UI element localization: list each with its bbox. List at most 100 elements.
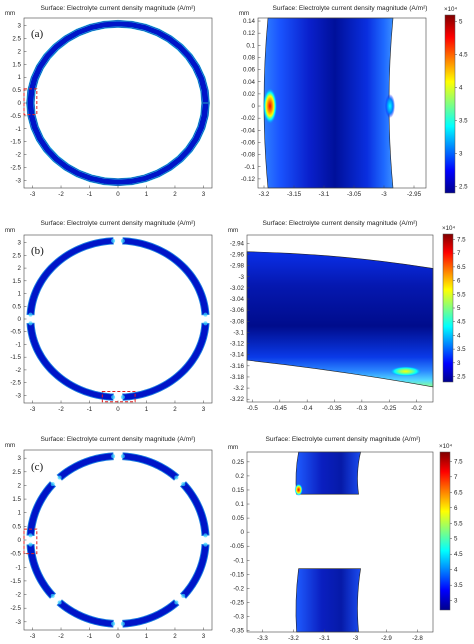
- y-tick-label: -3: [238, 274, 244, 281]
- x-tick-label: -3: [30, 633, 36, 640]
- y-tick-label: -0.5: [10, 329, 21, 336]
- plot-title: Surface: Electrolyte current density mag…: [272, 5, 427, 12]
- segment-end-glint: [203, 542, 208, 547]
- y-tick-label: 0.15: [232, 487, 245, 494]
- y-tick-label: -3.06: [230, 307, 245, 314]
- y-tick-label: 0: [252, 103, 256, 110]
- y-tick-label: 0.25: [232, 459, 245, 466]
- x-tick-label: 0: [116, 191, 120, 198]
- colorbar-tick-label: 4.5: [454, 551, 463, 558]
- y-tick-label: -2.98: [230, 263, 245, 270]
- x-tick-label: -2.8: [412, 635, 423, 642]
- ring-segment: [122, 237, 210, 316]
- colorbar-tick-label: 3: [454, 598, 458, 605]
- axis-ticks: -3 -2 -1 0 1 2 3 3 2.5 2 1.5 1 0.5 0 -0.5 -1 -1.5 -2 -2.5 -…: [5, 442, 206, 640]
- x-tick-label: -0.45: [273, 405, 288, 412]
- x-tick-label: 2: [173, 191, 177, 198]
- y-tick-label: -3.12: [230, 341, 245, 348]
- y-tick-label: 1.5: [12, 496, 21, 503]
- zoom-plot: [294, 451, 361, 633]
- colorbar-tick-label: 6.5: [457, 264, 466, 271]
- y-tick-label: 0: [18, 100, 22, 107]
- colorbar-tick-label: 3.5: [454, 582, 463, 589]
- x-tick-label: -1: [87, 633, 93, 640]
- plot-title: Surface: Electrolyte current density mag…: [40, 5, 195, 12]
- y-tick-label: 0.06: [243, 67, 256, 74]
- y-tick-label: -0.1: [244, 164, 255, 171]
- x-tick-label: -3.2: [259, 191, 270, 198]
- x-tick-label: -2.95: [407, 191, 422, 198]
- ring-plot: [23, 452, 210, 628]
- x-tick-label: 1: [145, 633, 149, 640]
- y-tick-label: -1: [15, 341, 21, 348]
- y-tick-label: -0.15: [230, 571, 245, 578]
- colorbar-tick-label: 4: [459, 85, 463, 92]
- y-tick-label: 0: [18, 316, 22, 323]
- x-tick-label: 0: [116, 633, 120, 640]
- colorbar-tick-label: 5: [459, 19, 463, 26]
- ring-segment: [179, 544, 210, 599]
- segment-end-glint: [57, 475, 62, 480]
- colorbar-tick-label: 3.5: [459, 117, 468, 124]
- segment-end-glint: [111, 621, 116, 626]
- y-tick-label: 0.08: [243, 54, 256, 61]
- x-tick-label: -3: [30, 406, 36, 413]
- y-tick-label: 0.02: [243, 91, 256, 98]
- y-tick-label: 0.5: [12, 303, 21, 310]
- x-tick-label: -3.15: [287, 191, 302, 198]
- colorbar-tick-label: 5: [454, 536, 458, 543]
- plot-frame: [257, 17, 427, 189]
- ring-segment: [26, 322, 114, 401]
- y-tick-label: 0.5: [12, 523, 21, 530]
- y-tick-label: -3.18: [230, 374, 245, 381]
- electrolyte-band: [263, 17, 394, 189]
- y-tick-label: -3.16: [230, 363, 245, 370]
- ring-segment: [179, 481, 210, 536]
- segment-end-glint: [203, 321, 208, 326]
- y-tick-label: -3.22: [230, 396, 245, 403]
- x-tick-label: -2: [58, 406, 64, 413]
- ring-segment: [26, 544, 57, 599]
- x-tick-label: 2: [173, 633, 177, 640]
- segment-end-glint: [111, 238, 116, 243]
- segment-end-glint: [120, 454, 125, 459]
- segment-end-glint: [50, 593, 55, 598]
- x-tick-label: -3: [353, 635, 359, 642]
- hotspot: [294, 483, 303, 496]
- plot-frame: [246, 234, 434, 403]
- segment-end-glint: [28, 533, 33, 538]
- segment-end-glint: [28, 312, 33, 317]
- x-tick-label: -2: [58, 191, 64, 198]
- x-tick-label: -3.3: [257, 635, 268, 642]
- axis-ticks: -3.2 -3.15 -3.1 -3.05 -3 -2.95 0.14 0.12 0.1 0.08…: [239, 10, 422, 198]
- colorbar-tick-label: 6.5: [454, 489, 463, 496]
- plot-title: Surface: Electrolyte current density mag…: [40, 220, 195, 227]
- plot-frame: [23, 234, 213, 404]
- y-tick-label: -2: [15, 152, 21, 159]
- segment-end-glint: [50, 482, 55, 487]
- x-tick-label: -0.4: [302, 405, 313, 412]
- colorbar-tick-label: 5.5: [454, 520, 463, 527]
- colorbar-tick-label: 2.5: [457, 374, 466, 381]
- colorbar-tick-label: 6: [457, 278, 461, 285]
- y-tick-label: -2: [15, 592, 21, 599]
- colorbar-gradient: [439, 451, 451, 611]
- ring-segment: [122, 452, 180, 481]
- colorbar-exponent: ×10⁴: [439, 443, 452, 450]
- axis-ticks: -3 -2 -1 0 1 2 3 3 2.5 2 1.5 1 0.5 0 -0.5 -1 -1.5 -2 -2.5 -…: [5, 227, 206, 413]
- y-tick-label: -1: [15, 564, 21, 571]
- y-tick-label: -3.14: [230, 352, 245, 359]
- x-tick-label: -1: [87, 406, 93, 413]
- x-tick-label: -3: [30, 191, 36, 198]
- hotspot: [263, 88, 277, 125]
- y-tick-label: 0.12: [243, 30, 256, 37]
- y-tick-label: 3: [18, 240, 22, 247]
- axis-ticks: -0.5 -0.45 -0.4 -0.35 -0.3 -0.25 -0.2 -2.94 -2.9…: [228, 227, 423, 412]
- y-tick-label: 1.5: [12, 61, 21, 68]
- y-tick-label: -3: [15, 392, 21, 399]
- plot-title: Surface: Electrolyte current density mag…: [265, 436, 420, 443]
- plot-frame: [246, 451, 434, 633]
- colorbar-tick-label: 3: [459, 150, 463, 157]
